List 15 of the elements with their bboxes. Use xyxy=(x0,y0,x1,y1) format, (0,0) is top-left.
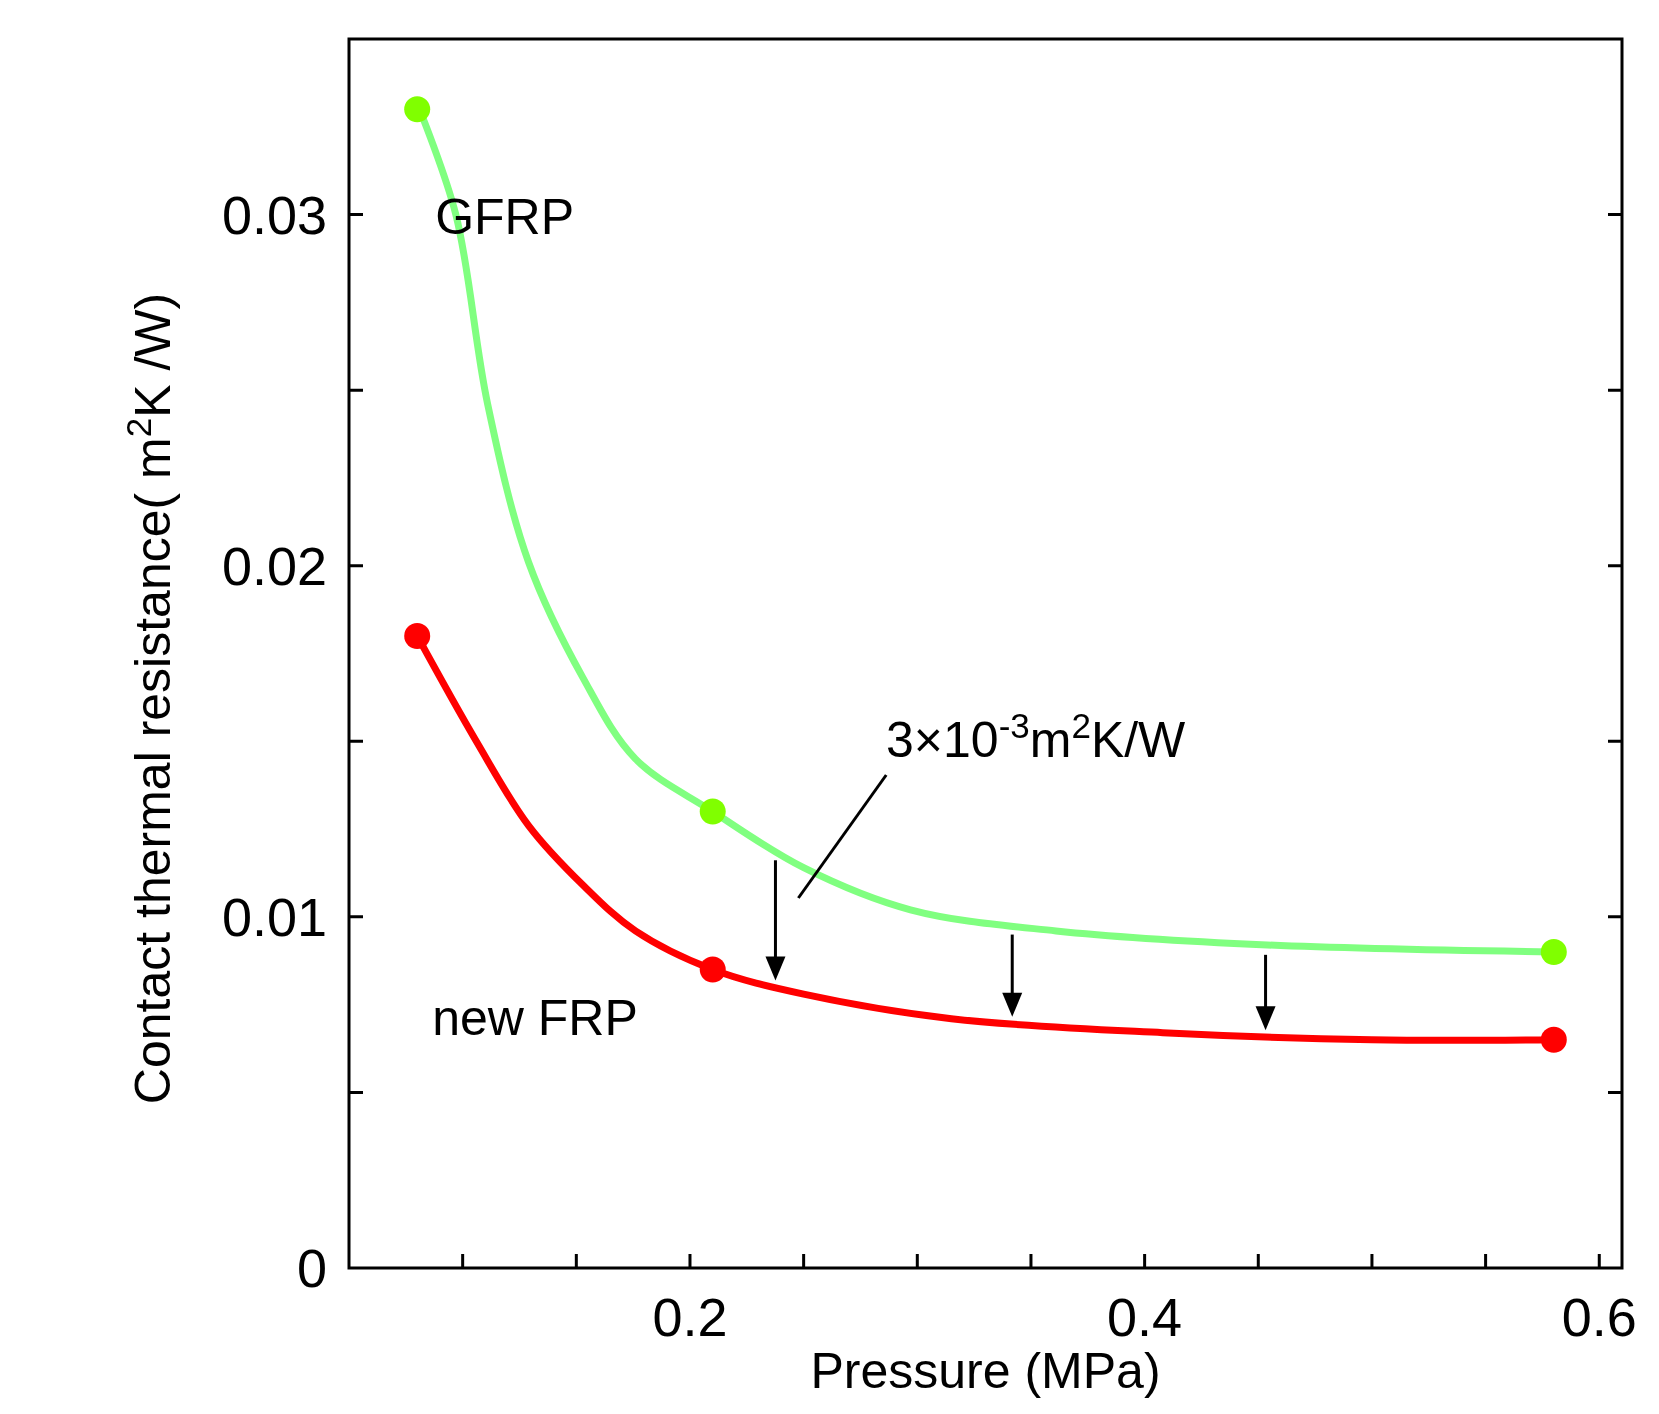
point xyxy=(699,956,726,983)
y-tick-label: 0.03 xyxy=(221,184,327,245)
point xyxy=(1540,938,1567,965)
y-tick-label: 0.01 xyxy=(221,886,327,947)
point xyxy=(699,798,726,825)
x-tick-label: 0.6 xyxy=(1561,1287,1637,1347)
point xyxy=(404,96,431,123)
series-label: GFRP xyxy=(435,189,575,246)
series-label: new FRP xyxy=(432,989,638,1046)
point xyxy=(1540,1026,1567,1053)
y-tick-label: 0 xyxy=(296,1238,327,1298)
x-tick-label: 0.2 xyxy=(652,1287,728,1347)
annotation: 3×10$^{-3}$m$^{2}$K/W xyxy=(886,705,1187,768)
point xyxy=(404,622,431,649)
y-tick-label: 0.02 xyxy=(221,535,327,596)
